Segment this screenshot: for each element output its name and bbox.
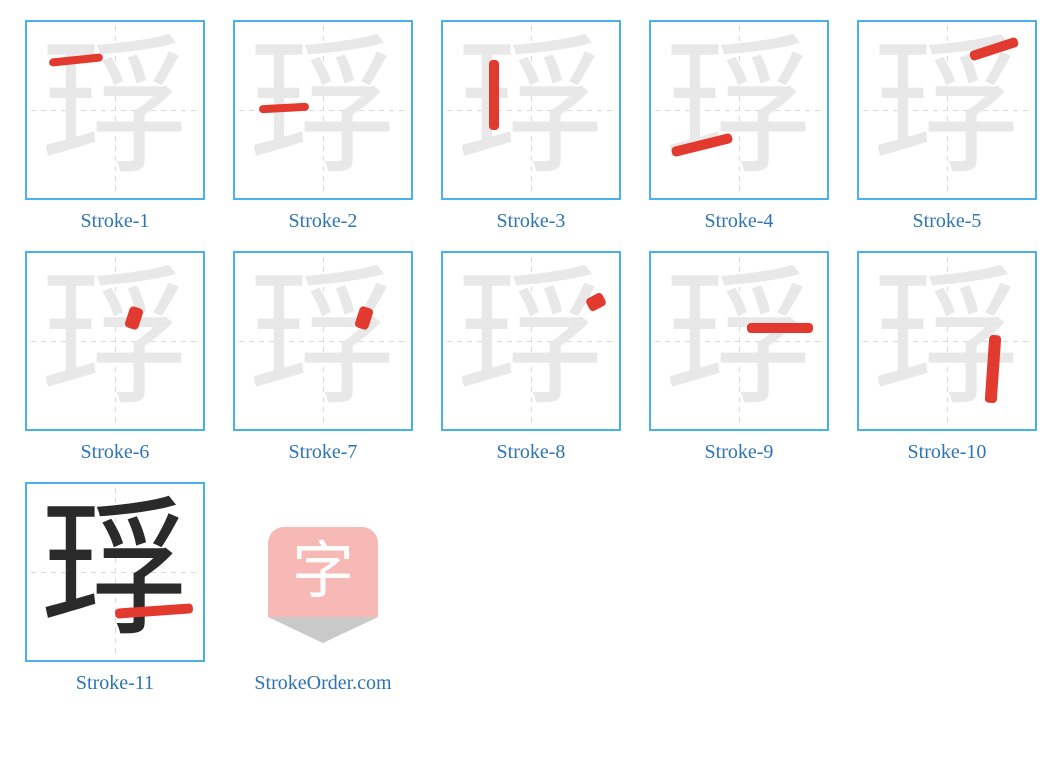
stroke-label: Stroke-7 [289,441,358,464]
stroke-label: Stroke-9 [705,441,774,464]
stroke-tile-10: 琈 [857,251,1037,431]
stroke-cell: 琈 Stroke-6 [20,251,210,464]
stroke-label: Stroke-2 [289,210,358,233]
stroke-cell: 琈 Stroke-3 [436,20,626,233]
stroke-label: Stroke-5 [913,210,982,233]
stroke-tile-1: 琈 [25,20,205,200]
stroke-grid: 琈 Stroke-1 琈 Stroke-2 琈 Stroke-3 琈 [20,20,1030,695]
stroke-cell: 琈 琈 Stroke-11 [20,482,210,695]
stroke-cell: 琈 Stroke-10 [852,251,1042,464]
ink-glyph [651,253,827,429]
ink-glyph [859,253,1035,429]
stroke-cell: 琈 Stroke-7 [228,251,418,464]
ink-glyph [651,22,827,198]
stroke-label: Stroke-6 [81,441,150,464]
stroke-cell: 琈 Stroke-2 [228,20,418,233]
stroke-tile-11: 琈 琈 [25,482,205,662]
logo-site-label: StrokeOrder.com [254,672,391,695]
stroke-label: Stroke-1 [81,210,150,233]
stroke-tile-9: 琈 [649,251,829,431]
ink-glyph [443,22,619,198]
ink-glyph [235,253,411,429]
stroke-label: Stroke-11 [76,672,154,695]
ink-glyph [27,22,203,198]
ink-glyph: 琈 [27,484,203,660]
stroke-tile-6: 琈 [25,251,205,431]
stroke-tile-4: 琈 [649,20,829,200]
stroke-cell: 琈 Stroke-9 [644,251,834,464]
logo-icon: 字 [268,527,378,617]
stroke-label: Stroke-3 [497,210,566,233]
ink-glyph [27,253,203,429]
red-stroke [489,60,499,130]
stroke-cell: 琈 Stroke-4 [644,20,834,233]
stroke-label: Stroke-8 [497,441,566,464]
stroke-tile-8: 琈 [441,251,621,431]
stroke-tile-7: 琈 [233,251,413,431]
logo-glyph: 字 [292,541,354,603]
logo-tile: 字 [233,482,413,662]
ink-glyph [443,253,619,429]
stroke-label: Stroke-10 [908,441,987,464]
stroke-cell: 琈 Stroke-5 [852,20,1042,233]
stroke-tile-3: 琈 [441,20,621,200]
stroke-cell: 琈 Stroke-1 [20,20,210,233]
logo-cell: 字 StrokeOrder.com [228,482,418,695]
stroke-tile-5: 琈 [857,20,1037,200]
stroke-label: Stroke-4 [705,210,774,233]
stroke-tile-2: 琈 [233,20,413,200]
stroke-cell: 琈 Stroke-8 [436,251,626,464]
red-stroke [747,323,813,333]
